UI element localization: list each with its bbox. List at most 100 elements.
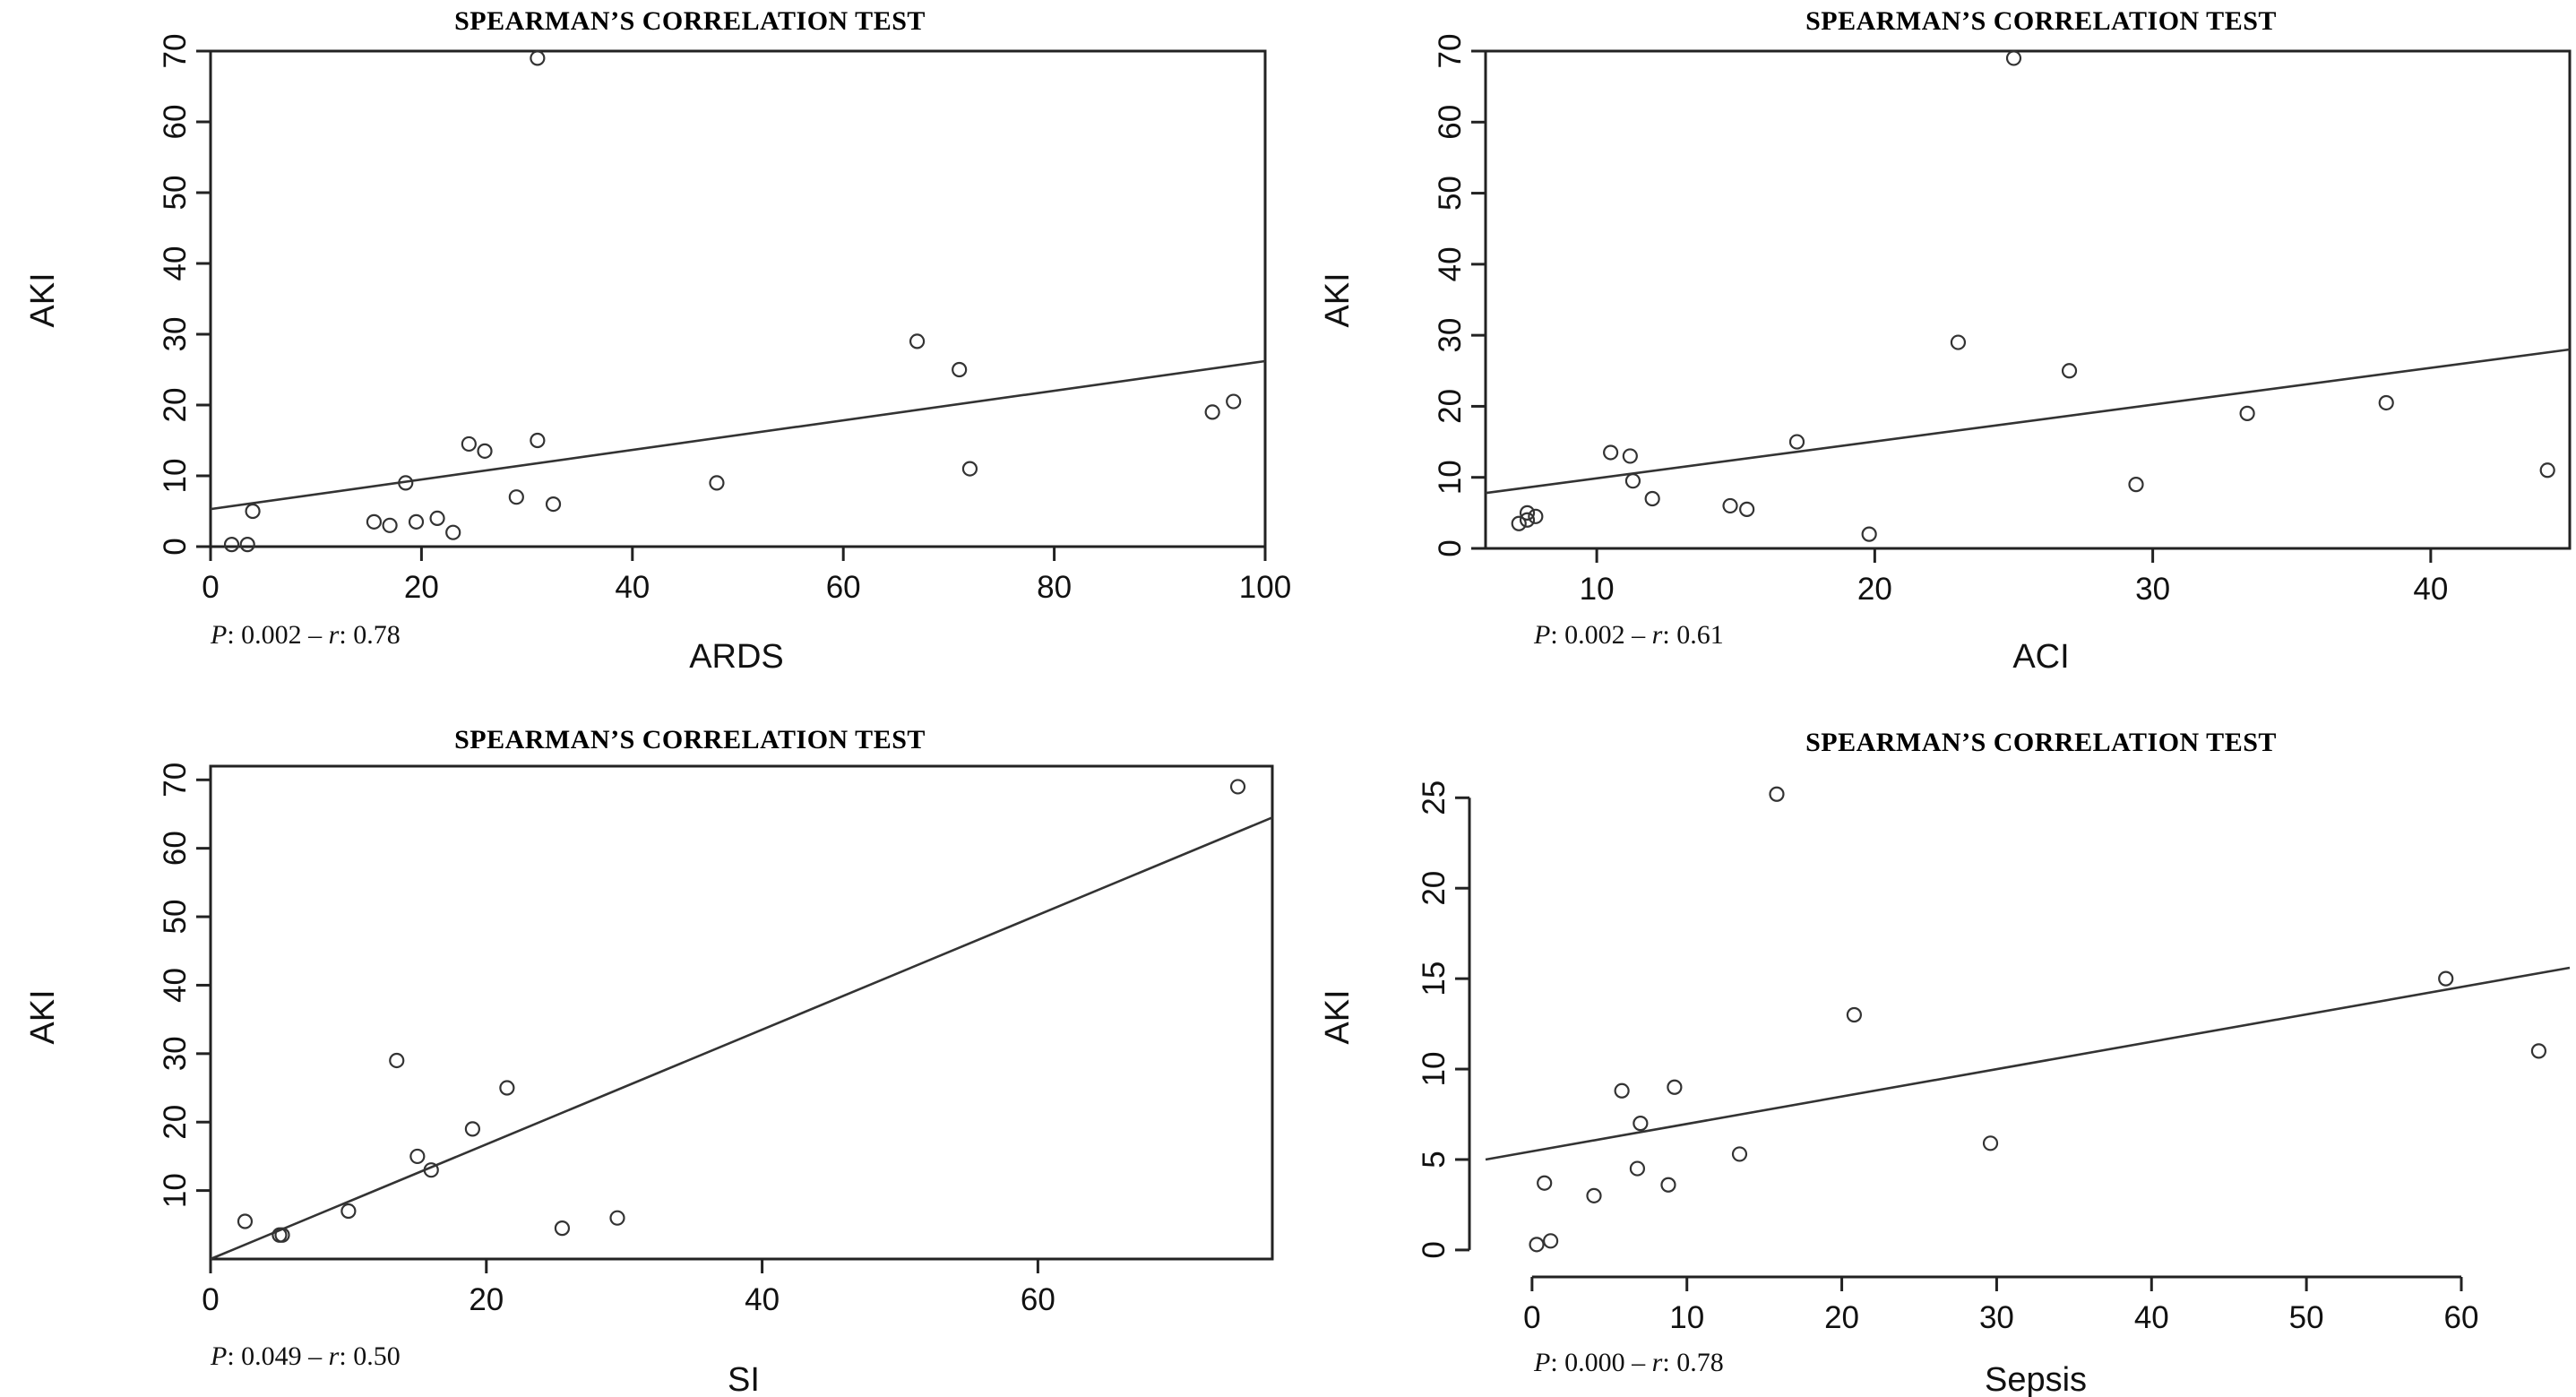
y-tick-label: 50 <box>158 900 193 935</box>
data-point <box>2061 363 2078 379</box>
y-tick-label: 40 <box>158 968 193 1003</box>
p-colon: : <box>1550 1348 1564 1377</box>
stats-separator: – <box>1625 1348 1652 1377</box>
chart-title: SPEARMAN’S CORRELATION TEST <box>454 725 926 755</box>
stats-annotation: P: 0.002 – r: 0.61 <box>1533 620 1724 650</box>
data-point <box>477 443 493 459</box>
y-tick-label: 20 <box>1417 871 1452 906</box>
data-point <box>389 1052 405 1069</box>
y-tick-label: 70 <box>158 763 193 798</box>
data-point <box>709 475 725 491</box>
x-tick-label: 0 <box>202 570 219 605</box>
data-point <box>1622 448 1638 464</box>
regression-line <box>210 816 1273 1261</box>
y-tick-label: 60 <box>158 105 193 140</box>
plot-frame <box>209 764 1274 1261</box>
data-point <box>1519 512 1536 528</box>
data-point <box>530 432 546 449</box>
data-point <box>2239 405 2255 421</box>
x-axis-label: ACI <box>2012 638 2069 676</box>
data-point <box>408 513 425 530</box>
y-tick-label: 60 <box>1433 105 1468 140</box>
x-tick-label: 40 <box>2413 572 2448 607</box>
y-tick-label: 5 <box>1417 1151 1452 1168</box>
x-tick-label: 60 <box>1021 1282 1055 1317</box>
x-tick-label: 50 <box>2289 1300 2324 1335</box>
x-axis-label: Sepsis <box>1985 1361 2087 1397</box>
p-value: 0.049 <box>241 1341 302 1371</box>
y-tick-label: 60 <box>158 831 193 866</box>
stats-separator: – <box>1625 620 1652 650</box>
x-tick-label: 80 <box>1037 570 1072 605</box>
r-colon: : <box>1662 620 1676 650</box>
data-point <box>554 1220 571 1237</box>
r-value: 0.50 <box>353 1341 401 1371</box>
data-point <box>530 50 546 66</box>
r-label: r <box>1652 1348 1663 1377</box>
data-point <box>508 489 524 505</box>
y-tick-label: 0 <box>1433 539 1468 556</box>
data-point <box>366 513 383 530</box>
data-point <box>952 361 968 378</box>
data-point <box>1644 490 1660 507</box>
x-tick-label: 40 <box>745 1282 780 1317</box>
data-point <box>461 435 477 453</box>
data-point <box>1788 434 1805 450</box>
regression-line <box>1485 966 2571 1161</box>
data-point <box>1542 1233 1559 1249</box>
x-tick-label: 20 <box>1824 1300 1859 1335</box>
chart-title: SPEARMAN’S CORRELATION TEST <box>1805 6 2277 36</box>
x-tick-label: 60 <box>2444 1300 2479 1335</box>
data-point <box>1204 404 1220 420</box>
r-label: r <box>329 620 340 650</box>
y-axis-label: AKI <box>1319 989 1357 1044</box>
data-point <box>1511 515 1527 531</box>
data-point <box>2530 1043 2547 1059</box>
data-point <box>1624 473 1641 489</box>
stats-annotation: P: 0.000 – r: 0.78 <box>1533 1348 1724 1377</box>
data-point <box>1226 393 1242 410</box>
y-tick-label: 25 <box>1417 780 1452 815</box>
y-tick-label: 40 <box>1433 246 1468 281</box>
data-point <box>239 537 255 553</box>
data-point <box>1586 1187 1602 1203</box>
data-point <box>1519 504 1536 521</box>
p-value: 0.000 <box>1564 1348 1625 1377</box>
data-point <box>445 524 461 540</box>
p-label: P <box>1533 620 1550 650</box>
p-label: P <box>210 1341 227 1371</box>
data-point <box>464 1121 481 1137</box>
p-colon: : <box>227 1341 241 1371</box>
y-tick-label: 0 <box>158 538 193 555</box>
data-point <box>1528 508 1544 524</box>
y-tick-label: 70 <box>158 34 193 69</box>
data-point <box>1861 526 1877 542</box>
data-point <box>429 510 445 527</box>
p-value: 0.002 <box>1564 620 1625 650</box>
data-point <box>1667 1079 1683 1095</box>
data-point <box>1950 334 1967 350</box>
data-point <box>1660 1177 1676 1193</box>
x-axis-label: ARDS <box>689 638 784 676</box>
p-colon: : <box>227 620 241 650</box>
x-tick-label: 60 <box>826 570 861 605</box>
data-point <box>409 1148 426 1165</box>
x-tick-label: 10 <box>1669 1300 1704 1335</box>
y-axis-label: AKI <box>24 989 62 1044</box>
y-tick-label: 30 <box>158 1036 193 1071</box>
x-tick-label: 0 <box>202 1282 219 1317</box>
x-tick-label: 10 <box>1580 572 1615 607</box>
data-point <box>1633 1116 1649 1132</box>
y-tick-label: 50 <box>158 176 193 211</box>
y-tick-label: 0 <box>1417 1241 1452 1258</box>
x-tick-label: 20 <box>1857 572 1892 607</box>
data-point <box>1731 1146 1748 1162</box>
data-point <box>961 461 978 477</box>
x-tick-label: 40 <box>2134 1300 2169 1335</box>
data-point <box>2378 394 2394 411</box>
regression-line <box>1485 348 2571 495</box>
data-point <box>1769 786 1785 802</box>
data-point <box>1846 1006 1862 1023</box>
